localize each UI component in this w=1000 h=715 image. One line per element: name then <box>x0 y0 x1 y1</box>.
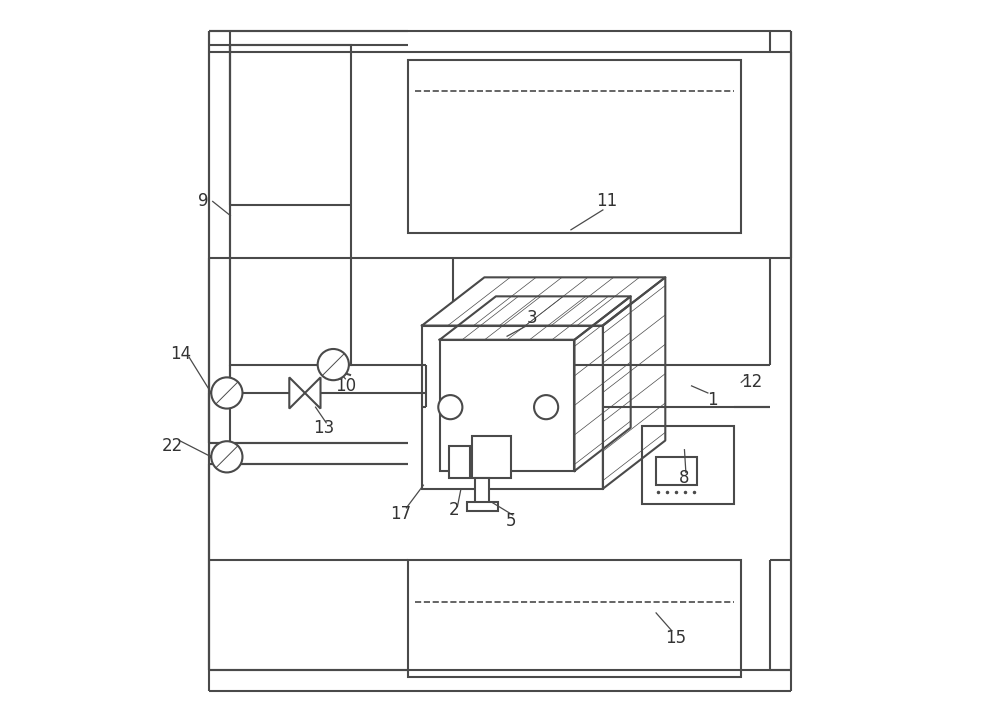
Bar <box>472 435 511 478</box>
Text: 22: 22 <box>162 437 183 455</box>
Bar <box>642 426 734 504</box>
Circle shape <box>438 395 462 419</box>
Text: 14: 14 <box>170 345 191 363</box>
Circle shape <box>211 441 242 473</box>
Bar <box>449 446 470 478</box>
Bar <box>408 560 741 677</box>
Bar <box>656 457 697 485</box>
Text: 8: 8 <box>679 469 690 487</box>
Circle shape <box>318 349 349 380</box>
Bar <box>475 478 489 503</box>
Circle shape <box>211 378 242 408</box>
Text: 10: 10 <box>335 377 356 395</box>
Text: 17: 17 <box>390 505 411 523</box>
Text: 15: 15 <box>665 628 687 647</box>
Text: 5: 5 <box>505 512 516 530</box>
Text: 11: 11 <box>596 192 617 210</box>
Text: 12: 12 <box>741 373 762 391</box>
Polygon shape <box>305 378 321 408</box>
Polygon shape <box>289 378 305 408</box>
Bar <box>408 59 741 233</box>
Bar <box>230 45 351 365</box>
Text: 9: 9 <box>198 192 209 210</box>
Bar <box>422 325 603 489</box>
Text: 1: 1 <box>708 391 718 409</box>
Circle shape <box>534 395 558 419</box>
Text: 13: 13 <box>313 420 335 438</box>
Bar <box>440 340 574 471</box>
Text: 3: 3 <box>527 310 537 327</box>
Bar <box>467 501 498 511</box>
Text: 2: 2 <box>449 501 459 519</box>
